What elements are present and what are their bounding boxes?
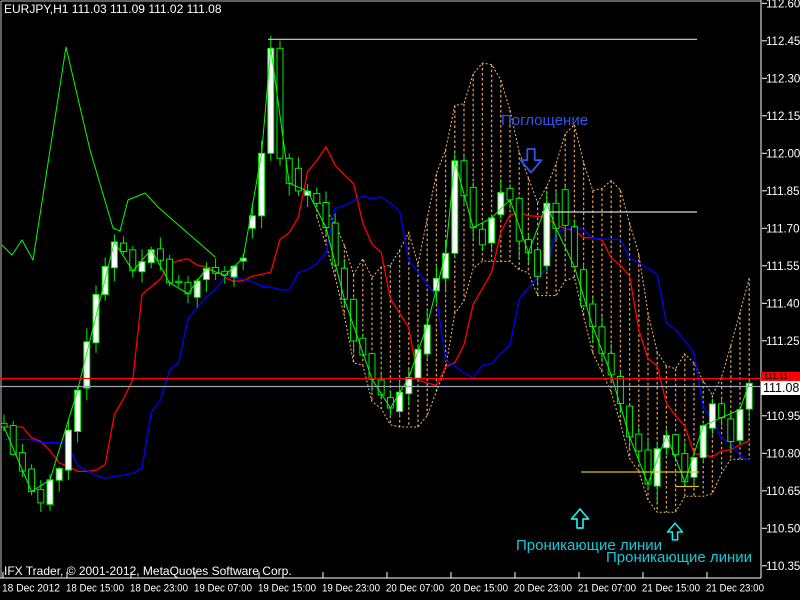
svg-text:112.15: 112.15	[766, 111, 800, 123]
svg-text:19 Dec 07:00: 19 Dec 07:00	[194, 583, 252, 595]
svg-text:111.08: 111.08	[763, 381, 799, 395]
svg-text:110.95: 110.95	[766, 411, 800, 423]
svg-text:112.45: 112.45	[766, 36, 800, 48]
svg-text:20 Dec 15:00: 20 Dec 15:00	[450, 583, 508, 595]
svg-text:21 Dec 15:00: 21 Dec 15:00	[642, 583, 700, 595]
svg-text:111.70: 111.70	[766, 223, 799, 235]
svg-text:112.60: 112.60	[766, 0, 800, 10]
svg-text:110.65: 110.65	[766, 486, 800, 498]
svg-text:111.55: 111.55	[766, 261, 799, 273]
svg-text:Проникающие линии: Проникающие линии	[606, 549, 752, 566]
svg-text:19 Dec 23:00: 19 Dec 23:00	[322, 583, 380, 595]
svg-text:112.00: 112.00	[766, 148, 800, 160]
svg-text:111.11: 111.11	[764, 371, 788, 381]
svg-text:111.25: 111.25	[766, 336, 799, 348]
svg-text:18 Dec 23:00: 18 Dec 23:00	[130, 583, 188, 595]
svg-text:110.35: 110.35	[766, 561, 800, 573]
svg-text:110.80: 110.80	[766, 448, 800, 460]
svg-text:21 Dec 07:00: 21 Dec 07:00	[578, 583, 636, 595]
svg-text:18 Dec 15:00: 18 Dec 15:00	[66, 583, 124, 595]
svg-text:21 Dec 23:00: 21 Dec 23:00	[706, 583, 764, 595]
svg-text:19 Dec 15:00: 19 Dec 15:00	[258, 583, 316, 595]
svg-text:20 Dec 07:00: 20 Dec 07:00	[386, 583, 444, 595]
svg-text:EURJPY,H1 111.03 111.09 111.0: EURJPY,H1 111.03 111.09 111.02 111.08	[4, 2, 222, 16]
svg-text:110.50: 110.50	[766, 523, 800, 535]
svg-text:Поглощение: Поглощение	[501, 112, 588, 129]
svg-text:18 Dec 2012: 18 Dec 2012	[2, 583, 60, 595]
svg-text:IFX Trader, © 2001-2012, MetaQ: IFX Trader, © 2001-2012, MetaQuotes Soft…	[4, 564, 292, 578]
svg-text:112.30: 112.30	[766, 73, 800, 85]
svg-text:111.40: 111.40	[766, 298, 799, 310]
svg-text:20 Dec 23:00: 20 Dec 23:00	[514, 583, 572, 595]
svg-text:111.85: 111.85	[766, 186, 799, 198]
